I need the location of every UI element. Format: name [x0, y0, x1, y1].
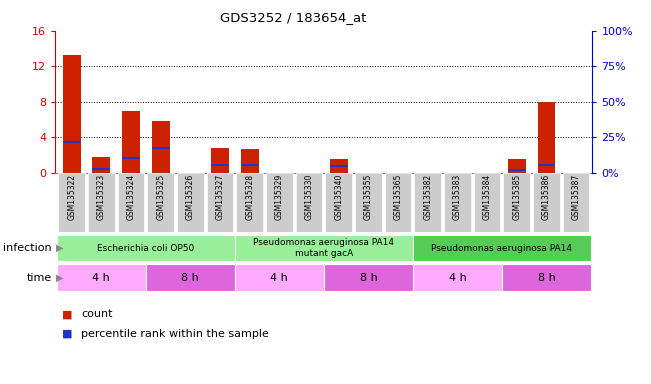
Text: GSM135328: GSM135328 — [245, 174, 254, 220]
Text: GSM135384: GSM135384 — [482, 174, 492, 220]
Text: GSM135387: GSM135387 — [572, 174, 581, 220]
Bar — [206, 173, 233, 232]
Bar — [177, 173, 204, 232]
Bar — [508, 159, 525, 173]
Bar — [415, 173, 441, 232]
Text: percentile rank within the sample: percentile rank within the sample — [81, 329, 270, 339]
Bar — [235, 264, 324, 291]
Text: GSM135340: GSM135340 — [334, 174, 343, 220]
Text: GSM135322: GSM135322 — [67, 174, 76, 220]
Bar — [503, 173, 530, 232]
Text: GDS3252 / 183654_at: GDS3252 / 183654_at — [220, 12, 366, 25]
Bar — [211, 164, 229, 166]
Text: GSM135329: GSM135329 — [275, 174, 284, 220]
Bar — [502, 264, 591, 291]
Bar — [296, 173, 322, 232]
Text: GSM135327: GSM135327 — [215, 174, 225, 220]
Bar — [62, 141, 81, 143]
Text: GSM135326: GSM135326 — [186, 174, 195, 220]
Bar — [444, 173, 471, 232]
Text: GSM135325: GSM135325 — [156, 174, 165, 220]
Bar — [235, 235, 413, 262]
Bar — [146, 264, 235, 291]
Text: count: count — [81, 310, 113, 319]
Bar — [562, 173, 589, 232]
Text: GSM135355: GSM135355 — [364, 174, 373, 220]
Text: time: time — [27, 273, 52, 283]
Bar — [413, 235, 591, 262]
Bar — [118, 173, 145, 232]
Bar — [92, 157, 110, 173]
Text: 8 h: 8 h — [359, 273, 378, 283]
Text: 8 h: 8 h — [538, 273, 555, 283]
Bar — [538, 102, 555, 173]
Text: infection: infection — [3, 243, 52, 253]
Bar — [147, 173, 174, 232]
Text: GSM135324: GSM135324 — [126, 174, 135, 220]
Text: Pseudomonas aeruginosa PA14
mutant gacA: Pseudomonas aeruginosa PA14 mutant gacA — [253, 238, 395, 258]
Text: Escherichia coli OP50: Escherichia coli OP50 — [97, 243, 195, 253]
Bar — [508, 169, 525, 171]
Text: GSM135382: GSM135382 — [423, 174, 432, 220]
Text: Pseudomonas aeruginosa PA14: Pseudomonas aeruginosa PA14 — [432, 243, 572, 253]
Bar — [330, 165, 348, 167]
Bar — [122, 111, 140, 173]
Bar — [538, 164, 555, 166]
Bar — [236, 173, 263, 232]
Bar — [266, 173, 293, 232]
Text: 4 h: 4 h — [92, 273, 110, 283]
Text: GSM135330: GSM135330 — [305, 174, 314, 220]
Bar — [385, 173, 411, 232]
Bar — [474, 173, 501, 232]
Bar — [413, 264, 502, 291]
Bar — [62, 55, 81, 173]
Bar — [88, 173, 115, 232]
Text: 8 h: 8 h — [182, 273, 199, 283]
Bar — [355, 173, 381, 232]
Text: 4 h: 4 h — [270, 273, 288, 283]
Bar — [59, 173, 85, 232]
Bar — [152, 147, 169, 149]
Bar — [211, 148, 229, 173]
Bar — [152, 121, 169, 173]
Text: GSM135385: GSM135385 — [512, 174, 521, 220]
Text: ▶: ▶ — [56, 273, 64, 283]
Bar — [324, 264, 413, 291]
Text: GSM135365: GSM135365 — [394, 174, 402, 220]
Bar — [330, 159, 348, 173]
Bar — [57, 235, 235, 262]
Bar — [57, 264, 146, 291]
Text: 4 h: 4 h — [449, 273, 466, 283]
Bar — [241, 149, 258, 173]
Bar — [533, 173, 560, 232]
Bar — [326, 173, 352, 232]
Text: GSM135383: GSM135383 — [453, 174, 462, 220]
Bar — [92, 168, 110, 170]
Text: ■: ■ — [62, 329, 72, 339]
Text: ▶: ▶ — [56, 243, 64, 253]
Text: ■: ■ — [62, 310, 72, 319]
Bar — [122, 157, 140, 159]
Text: GSM135386: GSM135386 — [542, 174, 551, 220]
Text: GSM135323: GSM135323 — [97, 174, 106, 220]
Bar — [241, 164, 258, 166]
